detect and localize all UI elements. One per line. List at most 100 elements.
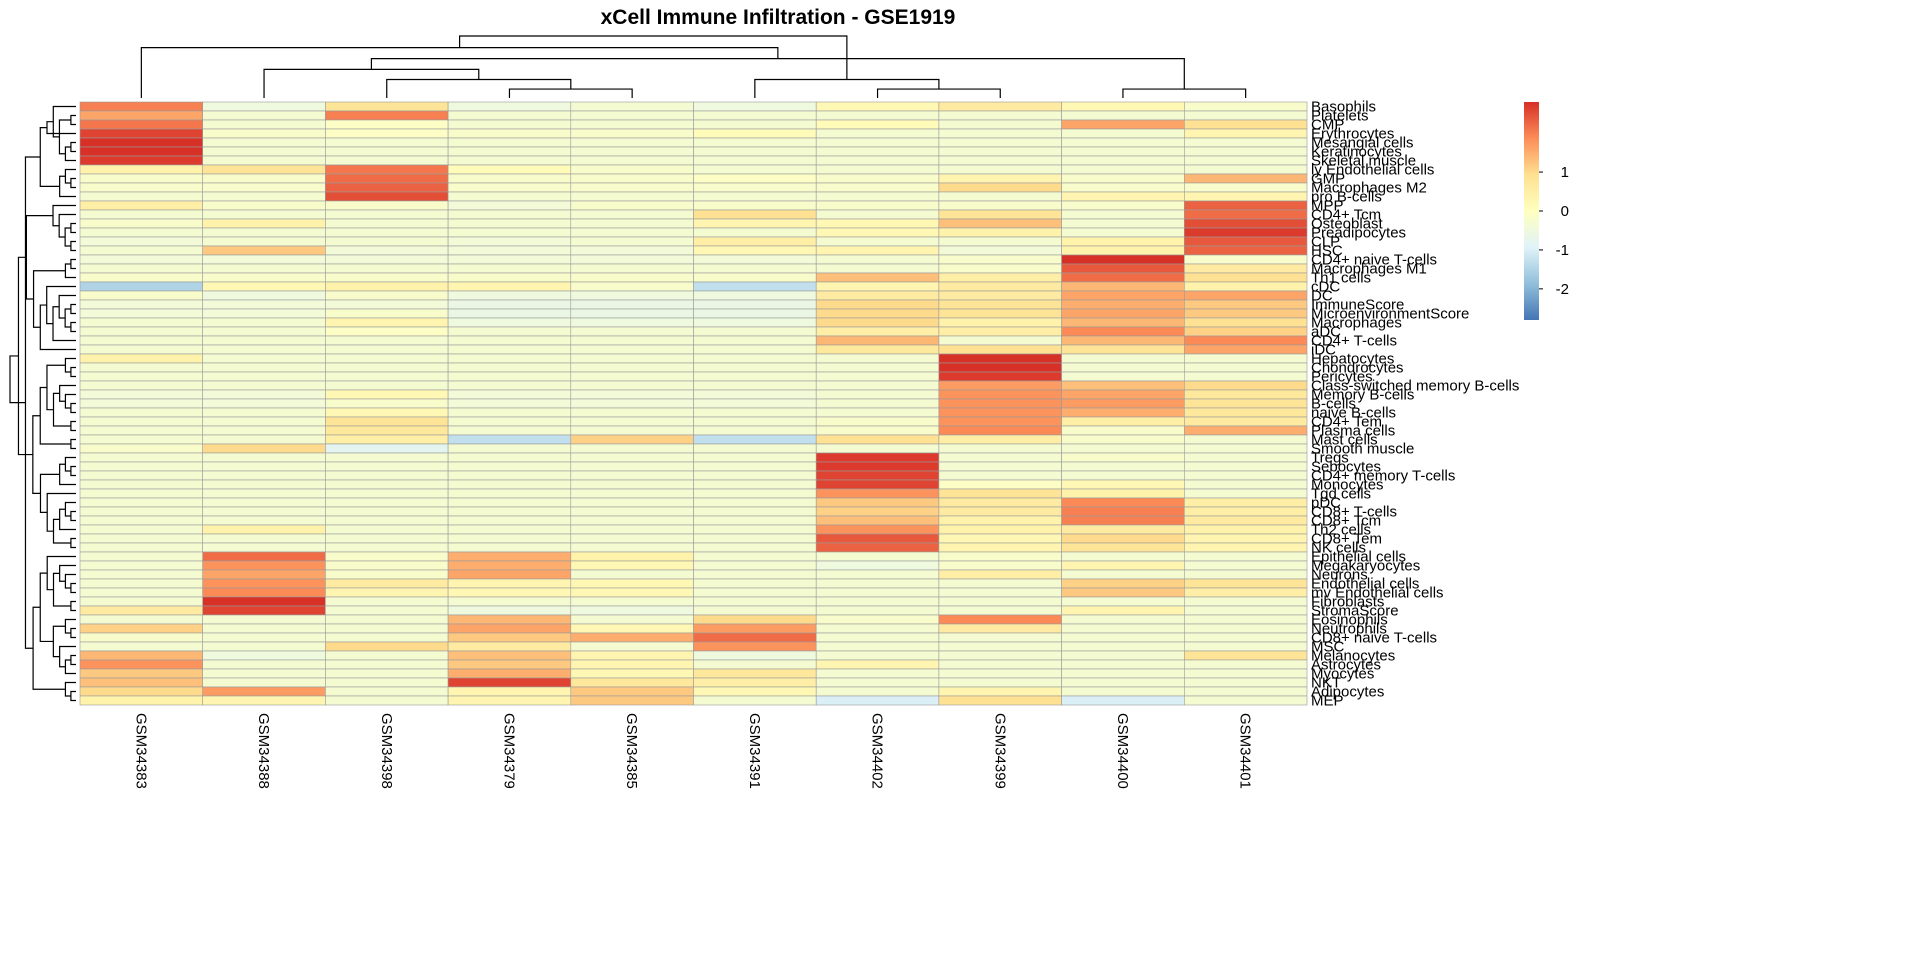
heatmap-cell xyxy=(1061,353,1185,364)
heatmap-cell xyxy=(570,434,694,445)
row-label: MEP xyxy=(1311,693,1344,710)
row-label: Eosinophils xyxy=(1311,612,1388,629)
heatmap-cell xyxy=(815,533,940,544)
heatmap-cell xyxy=(79,209,203,220)
heatmap-cell xyxy=(1061,398,1185,409)
heatmap-cell xyxy=(693,623,817,634)
dendrogram-branch xyxy=(70,654,76,666)
heatmap-cell xyxy=(570,650,694,661)
heatmap-cell xyxy=(1184,263,1308,274)
heatmap-cell xyxy=(693,470,817,481)
heatmap-cell xyxy=(938,578,1062,589)
heatmap-cell xyxy=(202,371,326,382)
dendrogram-branch xyxy=(508,88,633,98)
heatmap-cell xyxy=(447,173,572,184)
heatmap-cell xyxy=(1184,272,1308,283)
heatmap-cell xyxy=(693,569,817,580)
heatmap-cell xyxy=(1184,524,1308,535)
heatmap-cell xyxy=(1061,200,1185,211)
heatmap-cell xyxy=(938,209,1062,220)
heatmap-cell xyxy=(693,335,817,346)
heatmap-cell xyxy=(202,110,326,121)
heatmap-cell xyxy=(570,299,694,310)
heatmap-cell xyxy=(1061,425,1185,436)
heatmap-cell xyxy=(938,623,1062,634)
column-label: GSM34398 xyxy=(378,713,395,789)
heatmap-cell xyxy=(815,389,940,400)
heatmap-cell xyxy=(325,515,449,526)
heatmap-cell xyxy=(325,677,449,688)
heatmap-cell xyxy=(570,623,694,634)
heatmap-cell xyxy=(325,371,449,382)
heatmap-cell xyxy=(693,650,817,661)
heatmap-cell xyxy=(815,605,940,616)
heatmap-cell xyxy=(1184,434,1308,445)
heatmap-cell xyxy=(447,479,572,490)
row-label: aDC xyxy=(1311,324,1341,341)
row-label: CD4+ Tem xyxy=(1311,414,1382,431)
heatmap-cell xyxy=(693,425,817,436)
heatmap-cell xyxy=(79,164,203,175)
heatmap-cell xyxy=(570,218,694,229)
heatmap-cell xyxy=(570,452,694,463)
heatmap-cell xyxy=(79,335,203,346)
heatmap-cell xyxy=(1061,218,1185,229)
heatmap-cell xyxy=(1061,416,1185,427)
heatmap-cell xyxy=(815,614,940,625)
heatmap-cell xyxy=(1184,569,1308,580)
heatmap-cell xyxy=(815,191,940,202)
heatmap-cell xyxy=(693,614,817,625)
dendrogram-branch xyxy=(9,355,26,404)
dendrogram-branch xyxy=(32,606,66,690)
heatmap-cell xyxy=(325,632,449,643)
heatmap-cell xyxy=(693,695,817,706)
dendrogram-branch xyxy=(46,492,76,532)
row-label: B-cells xyxy=(1311,396,1356,413)
heatmap-cell xyxy=(325,326,449,337)
heatmap-cell xyxy=(1184,506,1308,517)
heatmap-cell xyxy=(570,119,694,130)
row-label: pDC xyxy=(1311,495,1341,512)
heatmap-cell xyxy=(447,128,572,139)
heatmap-cell xyxy=(79,128,203,139)
heatmap-cell xyxy=(693,263,817,274)
row-label: Epithelial cells xyxy=(1311,549,1406,566)
heatmap-cell xyxy=(79,677,203,688)
heatmap-cell xyxy=(79,182,203,193)
heatmap-cell xyxy=(815,623,940,634)
dendrogram-branch xyxy=(70,114,76,126)
heatmap-cell xyxy=(693,497,817,508)
heatmap-cell xyxy=(447,416,572,427)
heatmap-cell xyxy=(693,281,817,292)
heatmap-cell xyxy=(202,254,326,265)
heatmap-cell xyxy=(570,659,694,670)
heatmap-cell xyxy=(938,308,1062,319)
heatmap-cell xyxy=(1184,650,1308,661)
heatmap-cell xyxy=(325,605,449,616)
heatmap-cell xyxy=(1061,533,1185,544)
heatmap-cell xyxy=(815,254,940,265)
heatmap-cell xyxy=(202,533,326,544)
heatmap-cell xyxy=(325,236,449,247)
heatmap-cell xyxy=(1184,236,1308,247)
heatmap-cell xyxy=(79,416,203,427)
heatmap-cell xyxy=(570,209,694,220)
heatmap-cell xyxy=(202,479,326,490)
heatmap-cell xyxy=(79,641,203,652)
heatmap-cell xyxy=(79,443,203,454)
heatmap-cell xyxy=(693,218,817,229)
heatmap-cell xyxy=(815,479,940,490)
heatmap-cell xyxy=(570,380,694,391)
heatmap-cell xyxy=(570,416,694,427)
heatmap-cell xyxy=(325,686,449,697)
dendrogram-branch xyxy=(59,645,76,668)
heatmap-cell xyxy=(938,488,1062,499)
column-label: GSM34401 xyxy=(1237,713,1254,789)
heatmap-cell xyxy=(570,614,694,625)
heatmap-cell xyxy=(202,119,326,130)
dendrogram-branch xyxy=(52,306,76,342)
heatmap-cell xyxy=(447,578,572,589)
heatmap-cell xyxy=(1061,146,1185,157)
heatmap-cell xyxy=(1184,677,1308,688)
dendrogram-branch xyxy=(70,240,76,252)
